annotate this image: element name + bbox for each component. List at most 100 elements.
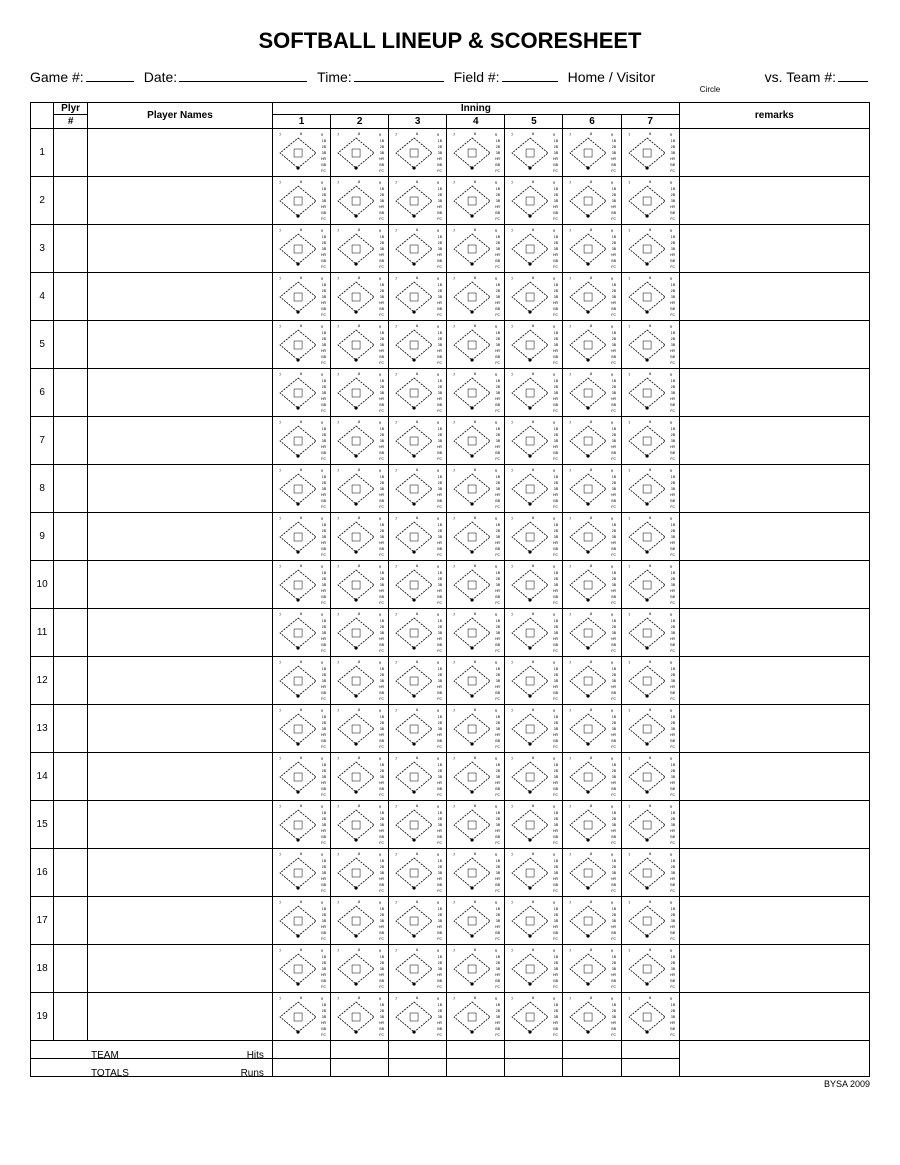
inning-cell[interactable]: 7 8 9 1B 2B 3B HR BB FC xyxy=(447,177,505,225)
inning-cell[interactable]: 7 8 9 1B 2B 3B HR BB FC xyxy=(621,705,679,753)
runs-inn-3[interactable] xyxy=(389,1059,447,1077)
inning-cell[interactable]: 7 8 9 1B 2B 3B HR BB FC xyxy=(447,801,505,849)
inning-cell[interactable]: 7 8 9 1B 2B 3B HR BB FC xyxy=(447,225,505,273)
inning-cell[interactable]: 7 8 9 1B 2B 3B HR BB FC xyxy=(563,609,621,657)
player-number-cell[interactable] xyxy=(54,513,88,561)
player-number-cell[interactable] xyxy=(54,945,88,993)
player-number-cell[interactable] xyxy=(54,993,88,1041)
remarks-cell[interactable] xyxy=(679,417,869,465)
inning-cell[interactable]: 7 8 9 1B 2B 3B HR BB FC xyxy=(621,561,679,609)
player-name-cell[interactable] xyxy=(88,129,273,177)
inning-cell[interactable]: 7 8 9 1B 2B 3B HR BB FC xyxy=(272,801,330,849)
inning-cell[interactable]: 7 8 9 1B 2B 3B HR BB FC xyxy=(563,513,621,561)
player-name-cell[interactable] xyxy=(88,993,273,1041)
inning-cell[interactable]: 7 8 9 1B 2B 3B HR BB FC xyxy=(389,177,447,225)
inning-cell[interactable]: 7 8 9 1B 2B 3B HR BB FC xyxy=(331,705,389,753)
remarks-cell[interactable] xyxy=(679,657,869,705)
inning-cell[interactable]: 7 8 9 1B 2B 3B HR BB FC xyxy=(331,177,389,225)
inning-cell[interactable]: 7 8 9 1B 2B 3B HR BB FC xyxy=(331,657,389,705)
runs-inn-6[interactable] xyxy=(563,1059,621,1077)
inning-cell[interactable]: 7 8 9 1B 2B 3B HR BB FC xyxy=(563,801,621,849)
player-name-cell[interactable] xyxy=(88,561,273,609)
inning-cell[interactable]: 7 8 9 1B 2B 3B HR BB FC xyxy=(563,417,621,465)
inning-cell[interactable]: 7 8 9 1B 2B 3B HR BB FC xyxy=(447,993,505,1041)
player-name-cell[interactable] xyxy=(88,513,273,561)
player-number-cell[interactable] xyxy=(54,129,88,177)
inning-cell[interactable]: 7 8 9 1B 2B 3B HR BB FC xyxy=(331,945,389,993)
inning-cell[interactable]: 7 8 9 1B 2B 3B HR BB FC xyxy=(505,465,563,513)
inning-cell[interactable]: 7 8 9 1B 2B 3B HR BB FC xyxy=(389,705,447,753)
inning-cell[interactable]: 7 8 9 1B 2B 3B HR BB FC xyxy=(447,657,505,705)
player-name-cell[interactable] xyxy=(88,849,273,897)
player-number-cell[interactable] xyxy=(54,657,88,705)
inning-cell[interactable]: 7 8 9 1B 2B 3B HR BB FC xyxy=(505,657,563,705)
player-name-cell[interactable] xyxy=(88,369,273,417)
remarks-cell[interactable] xyxy=(679,177,869,225)
player-number-cell[interactable] xyxy=(54,561,88,609)
inning-cell[interactable]: 7 8 9 1B 2B 3B HR BB FC xyxy=(621,753,679,801)
player-name-cell[interactable] xyxy=(88,945,273,993)
remarks-cell[interactable] xyxy=(679,369,869,417)
inning-cell[interactable]: 7 8 9 1B 2B 3B HR BB FC xyxy=(505,129,563,177)
player-name-cell[interactable] xyxy=(88,225,273,273)
player-name-cell[interactable] xyxy=(88,657,273,705)
hits-inn-1[interactable] xyxy=(272,1041,330,1059)
inning-cell[interactable]: 7 8 9 1B 2B 3B HR BB FC xyxy=(621,513,679,561)
remarks-cell[interactable] xyxy=(679,705,869,753)
player-name-cell[interactable] xyxy=(88,465,273,513)
inning-cell[interactable]: 7 8 9 1B 2B 3B HR BB FC xyxy=(505,801,563,849)
inning-cell[interactable]: 7 8 9 1B 2B 3B HR BB FC xyxy=(505,177,563,225)
player-number-cell[interactable] xyxy=(54,321,88,369)
inning-cell[interactable]: 7 8 9 1B 2B 3B HR BB FC xyxy=(505,897,563,945)
inning-cell[interactable]: 7 8 9 1B 2B 3B HR BB FC xyxy=(389,753,447,801)
inning-cell[interactable]: 7 8 9 1B 2B 3B HR BB FC xyxy=(621,225,679,273)
inning-cell[interactable]: 7 8 9 1B 2B 3B HR BB FC xyxy=(272,417,330,465)
inning-cell[interactable]: 7 8 9 1B 2B 3B HR BB FC xyxy=(621,417,679,465)
hits-inn-7[interactable] xyxy=(621,1041,679,1059)
player-name-cell[interactable] xyxy=(88,705,273,753)
inning-cell[interactable]: 7 8 9 1B 2B 3B HR BB FC xyxy=(447,561,505,609)
inning-cell[interactable]: 7 8 9 1B 2B 3B HR BB FC xyxy=(563,993,621,1041)
inning-cell[interactable]: 7 8 9 1B 2B 3B HR BB FC xyxy=(505,993,563,1041)
remarks-cell[interactable] xyxy=(679,801,869,849)
inning-cell[interactable]: 7 8 9 1B 2B 3B HR BB FC xyxy=(331,225,389,273)
inning-cell[interactable]: 7 8 9 1B 2B 3B HR BB FC xyxy=(505,705,563,753)
inning-cell[interactable]: 7 8 9 1B 2B 3B HR BB FC xyxy=(389,129,447,177)
inning-cell[interactable]: 7 8 9 1B 2B 3B HR BB FC xyxy=(331,849,389,897)
inning-cell[interactable]: 7 8 9 1B 2B 3B HR BB FC xyxy=(331,321,389,369)
inning-cell[interactable]: 7 8 9 1B 2B 3B HR BB FC xyxy=(272,225,330,273)
remarks-cell[interactable] xyxy=(679,561,869,609)
inning-cell[interactable]: 7 8 9 1B 2B 3B HR BB FC xyxy=(563,369,621,417)
remarks-cell[interactable] xyxy=(679,273,869,321)
inning-cell[interactable]: 7 8 9 1B 2B 3B HR BB FC xyxy=(272,897,330,945)
inning-cell[interactable]: 7 8 9 1B 2B 3B HR BB FC xyxy=(389,561,447,609)
inning-cell[interactable]: 7 8 9 1B 2B 3B HR BB FC xyxy=(389,321,447,369)
inning-cell[interactable]: 7 8 9 1B 2B 3B HR BB FC xyxy=(331,129,389,177)
inning-cell[interactable]: 7 8 9 1B 2B 3B HR BB FC xyxy=(331,417,389,465)
inning-cell[interactable]: 7 8 9 1B 2B 3B HR BB FC xyxy=(389,801,447,849)
inning-cell[interactable]: 7 8 9 1B 2B 3B HR BB FC xyxy=(621,321,679,369)
inning-cell[interactable]: 7 8 9 1B 2B 3B HR BB FC xyxy=(505,369,563,417)
hits-inn-3[interactable] xyxy=(389,1041,447,1059)
runs-inn-4[interactable] xyxy=(447,1059,505,1077)
inning-cell[interactable]: 7 8 9 1B 2B 3B HR BB FC xyxy=(447,273,505,321)
inning-cell[interactable]: 7 8 9 1B 2B 3B HR BB FC xyxy=(447,129,505,177)
totals-remarks[interactable] xyxy=(679,1041,869,1077)
inning-cell[interactable]: 7 8 9 1B 2B 3B HR BB FC xyxy=(447,705,505,753)
inning-cell[interactable]: 7 8 9 1B 2B 3B HR BB FC xyxy=(563,465,621,513)
inning-cell[interactable]: 7 8 9 1B 2B 3B HR BB FC xyxy=(505,225,563,273)
inning-cell[interactable]: 7 8 9 1B 2B 3B HR BB FC xyxy=(447,417,505,465)
remarks-cell[interactable] xyxy=(679,129,869,177)
inning-cell[interactable]: 7 8 9 1B 2B 3B HR BB FC xyxy=(331,801,389,849)
inning-cell[interactable]: 7 8 9 1B 2B 3B HR BB FC xyxy=(389,657,447,705)
player-number-cell[interactable] xyxy=(54,177,88,225)
inning-cell[interactable]: 7 8 9 1B 2B 3B HR BB FC xyxy=(505,609,563,657)
inning-cell[interactable]: 7 8 9 1B 2B 3B HR BB FC xyxy=(447,753,505,801)
player-number-cell[interactable] xyxy=(54,273,88,321)
player-name-cell[interactable] xyxy=(88,177,273,225)
inning-cell[interactable]: 7 8 9 1B 2B 3B HR BB FC xyxy=(563,945,621,993)
inning-cell[interactable]: 7 8 9 1B 2B 3B HR BB FC xyxy=(272,513,330,561)
inning-cell[interactable]: 7 8 9 1B 2B 3B HR BB FC xyxy=(331,561,389,609)
player-number-cell[interactable] xyxy=(54,369,88,417)
player-number-cell[interactable] xyxy=(54,609,88,657)
